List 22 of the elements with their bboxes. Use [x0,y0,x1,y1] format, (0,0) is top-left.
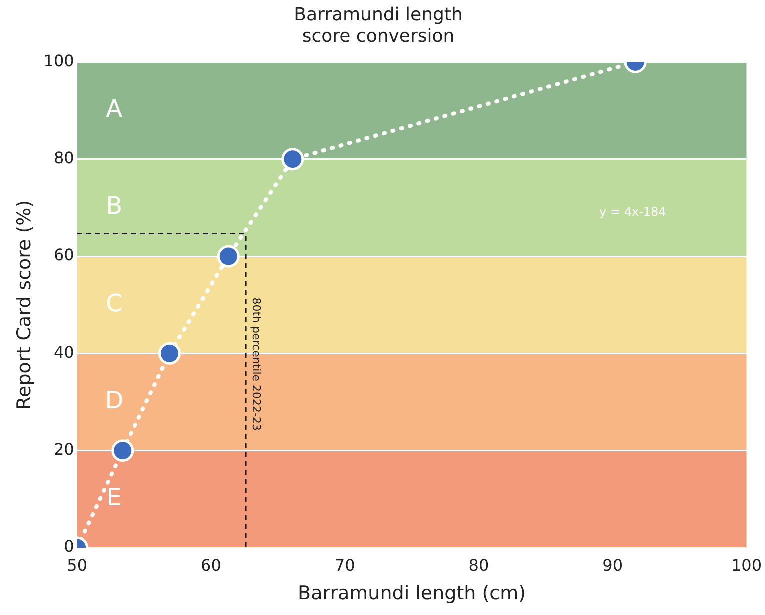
y-tick-label: 20 [54,440,74,459]
x-axis-title: Barramundi length (cm) [298,582,526,605]
x-tick-label: 100 [731,556,762,575]
annotation: y = 4x-184 [600,204,666,219]
band-label: A [106,95,124,124]
y-tick-label: 0 [64,537,74,556]
x-tick-label: 60 [201,556,222,575]
chart-title: Barramundi length score conversion [294,4,463,48]
x-tick-label: 90 [602,556,624,575]
x-tick-label: 70 [334,556,356,575]
band-label: C [106,289,123,318]
band-label: E [106,484,122,512]
annotation: 80th percentile 2022-23 [250,298,264,431]
y-tick-label: 60 [54,246,74,265]
band-label: D [105,386,124,414]
x-tick-label: 50 [67,556,88,575]
y-tick-label: 40 [54,342,74,362]
y-tick-label: 80 [54,148,74,168]
band-label: B [106,192,123,220]
x-tick-label: 80 [468,556,490,575]
y-tick-label: 100 [44,51,74,70]
y-axis-title: Report Card score (%) [13,200,36,410]
